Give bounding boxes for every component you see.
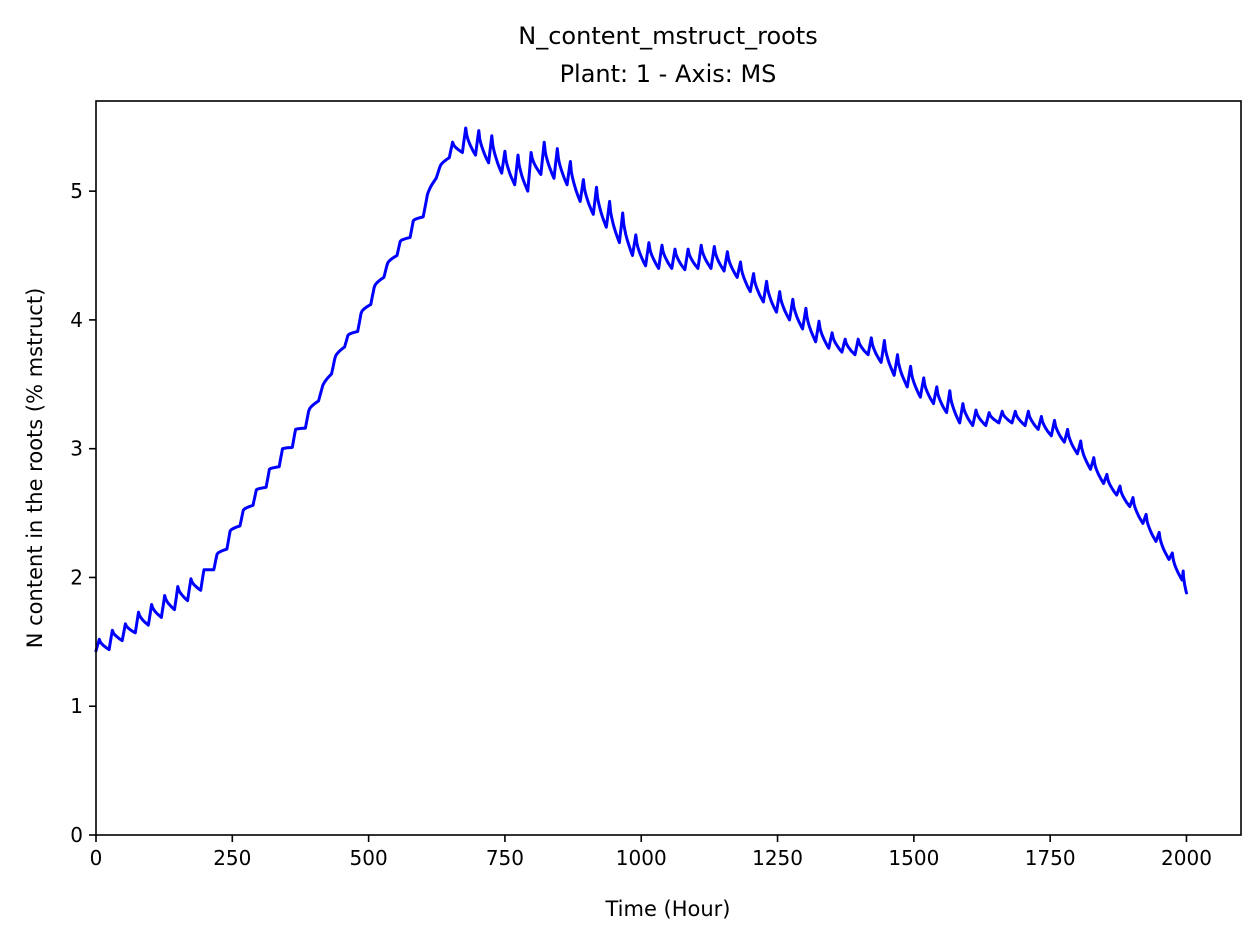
chart-subtitle: Plant: 1 - Axis: MS (560, 60, 777, 88)
x-tick-label: 1250 (752, 846, 803, 870)
y-tick-label: 1 (70, 694, 83, 718)
series-line (94, 126, 1188, 653)
x-axis-label: Time (Hour) (604, 897, 730, 921)
x-tick-label: 500 (350, 846, 388, 870)
y-tick-label: 4 (70, 308, 83, 332)
x-tick-label: 250 (213, 846, 251, 870)
x-tick-label: 750 (486, 846, 524, 870)
x-tick-label: 0 (90, 846, 103, 870)
x-tick-label: 1000 (616, 846, 667, 870)
y-axis-label: N content in the roots (% mstruct) (23, 288, 47, 649)
y-tick-label: 0 (70, 823, 83, 847)
x-tick-label: 1500 (888, 846, 939, 870)
x-tick-label: 2000 (1161, 846, 1212, 870)
plot-frame (95, 100, 1242, 836)
plot-area (94, 126, 1188, 653)
y-tick-label: 2 (70, 565, 83, 589)
x-tick-label: 1750 (1025, 846, 1076, 870)
y-tick-label: 5 (70, 179, 83, 203)
chart-title: N_content_mstruct_roots (518, 22, 817, 50)
x-axis-ticks: 0 250 500 750 1000 1250 1500 1750 2000 (90, 835, 1212, 870)
y-tick-label: 3 (70, 437, 83, 461)
y-axis-ticks: 0 1 2 3 4 5 (70, 179, 96, 847)
